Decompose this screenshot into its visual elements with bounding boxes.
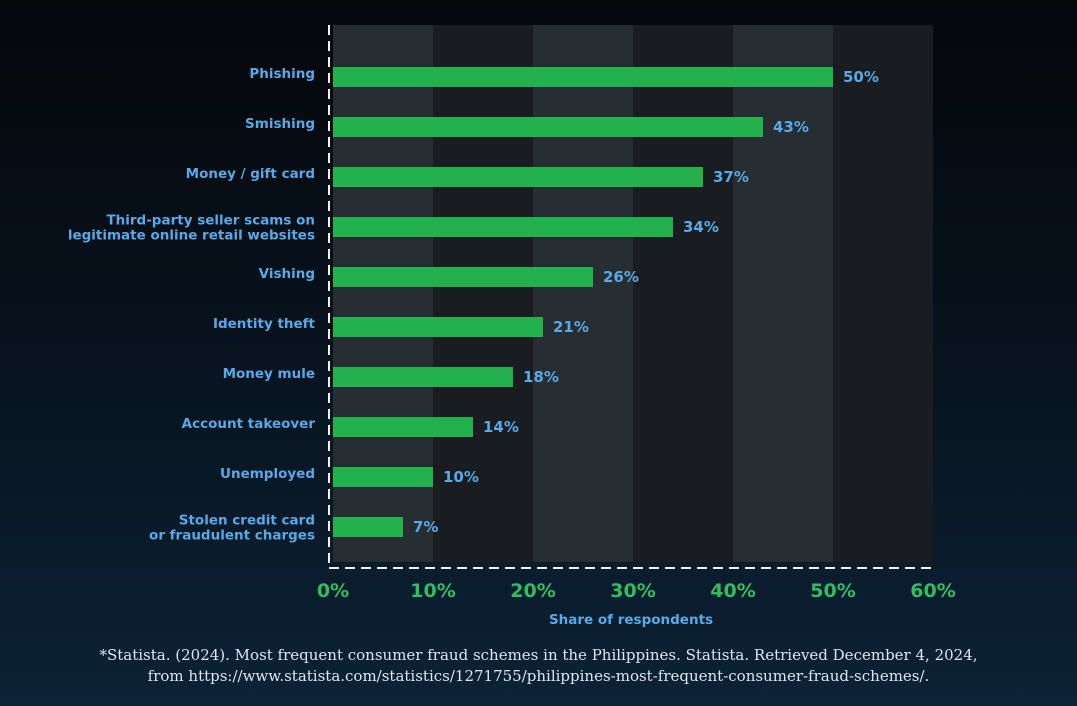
category-label-line: Third-party seller scams on xyxy=(106,213,315,229)
value-label: 7% xyxy=(413,518,438,536)
category-label-line: Identity theft xyxy=(213,316,316,332)
category-label: Vishing xyxy=(259,266,315,282)
source-line-1: *Statista. (2024). Most frequent consume… xyxy=(99,646,978,664)
bar xyxy=(333,467,433,487)
grid-band xyxy=(733,25,833,562)
bar xyxy=(333,67,833,87)
x-tick-label: 30% xyxy=(610,580,655,602)
bar xyxy=(333,517,403,537)
category-label: Third-party seller scams on legitimate on… xyxy=(68,213,315,244)
category-label: Unemployed xyxy=(220,466,315,482)
grid-band xyxy=(833,25,933,562)
x-tick-label: 50% xyxy=(810,580,855,602)
category-label-line: Money / gift card xyxy=(186,166,315,182)
category-label: Identity theft xyxy=(213,316,316,332)
value-label: 21% xyxy=(553,318,589,336)
category-label-line: Stolen credit card xyxy=(179,513,315,529)
category-labels: Phishing Smishing Money / gift card Third-p… xyxy=(68,66,316,544)
category-label-line: Unemployed xyxy=(220,466,315,482)
bar xyxy=(333,217,673,237)
x-tick-labels: 0% 10% 20% 30% 40% 50% 60% xyxy=(317,580,956,602)
category-label-line: legitimate online retail websites xyxy=(68,228,315,244)
value-label: 26% xyxy=(603,268,639,286)
bars xyxy=(333,67,833,537)
axes xyxy=(328,25,935,569)
bar-chart: Phishing Smishing Money / gift card Third-p… xyxy=(68,25,956,628)
category-label: Stolen credit card or fraudulent charges xyxy=(149,513,315,544)
value-labels: 50% 43% 37% 34% 26% 21% 18% 14% 10% 7% xyxy=(413,68,879,536)
bar xyxy=(333,367,513,387)
category-label: Money mule xyxy=(223,366,315,382)
bar xyxy=(333,167,703,187)
bar xyxy=(333,117,763,137)
grid-band xyxy=(433,25,533,562)
x-tick-label: 20% xyxy=(510,580,555,602)
grid-band xyxy=(633,25,733,562)
x-tick-label: 0% xyxy=(317,580,349,602)
x-tick-label: 40% xyxy=(710,580,755,602)
category-label-line: Money mule xyxy=(223,366,315,382)
value-label: 43% xyxy=(773,118,809,136)
category-label: Smishing xyxy=(245,116,315,132)
value-label: 50% xyxy=(843,68,879,86)
value-label: 10% xyxy=(443,468,479,486)
x-tick-label: 60% xyxy=(910,580,955,602)
x-axis-title: Share of respondents xyxy=(549,612,713,628)
category-label-line: Phishing xyxy=(249,66,315,82)
bar xyxy=(333,317,543,337)
bar xyxy=(333,417,473,437)
source-line-2: from https://www.statista.com/statistics… xyxy=(147,667,930,685)
grid-band xyxy=(533,25,633,562)
category-label-line: Vishing xyxy=(259,266,315,282)
category-label: Account takeover xyxy=(182,416,316,432)
value-label: 34% xyxy=(683,218,719,236)
background-bands xyxy=(333,25,933,562)
x-tick-label: 10% xyxy=(410,580,455,602)
value-label: 14% xyxy=(483,418,519,436)
value-label: 18% xyxy=(523,368,559,386)
category-label-line: Smishing xyxy=(245,116,315,132)
bar xyxy=(333,267,593,287)
category-label: Money / gift card xyxy=(186,166,315,182)
category-label-line: or fraudulent charges xyxy=(149,528,315,544)
value-label: 37% xyxy=(713,168,749,186)
category-label-line: Account takeover xyxy=(182,416,316,432)
source-citation: *Statista. (2024). Most frequent consume… xyxy=(0,645,1077,687)
category-label: Phishing xyxy=(249,66,315,82)
